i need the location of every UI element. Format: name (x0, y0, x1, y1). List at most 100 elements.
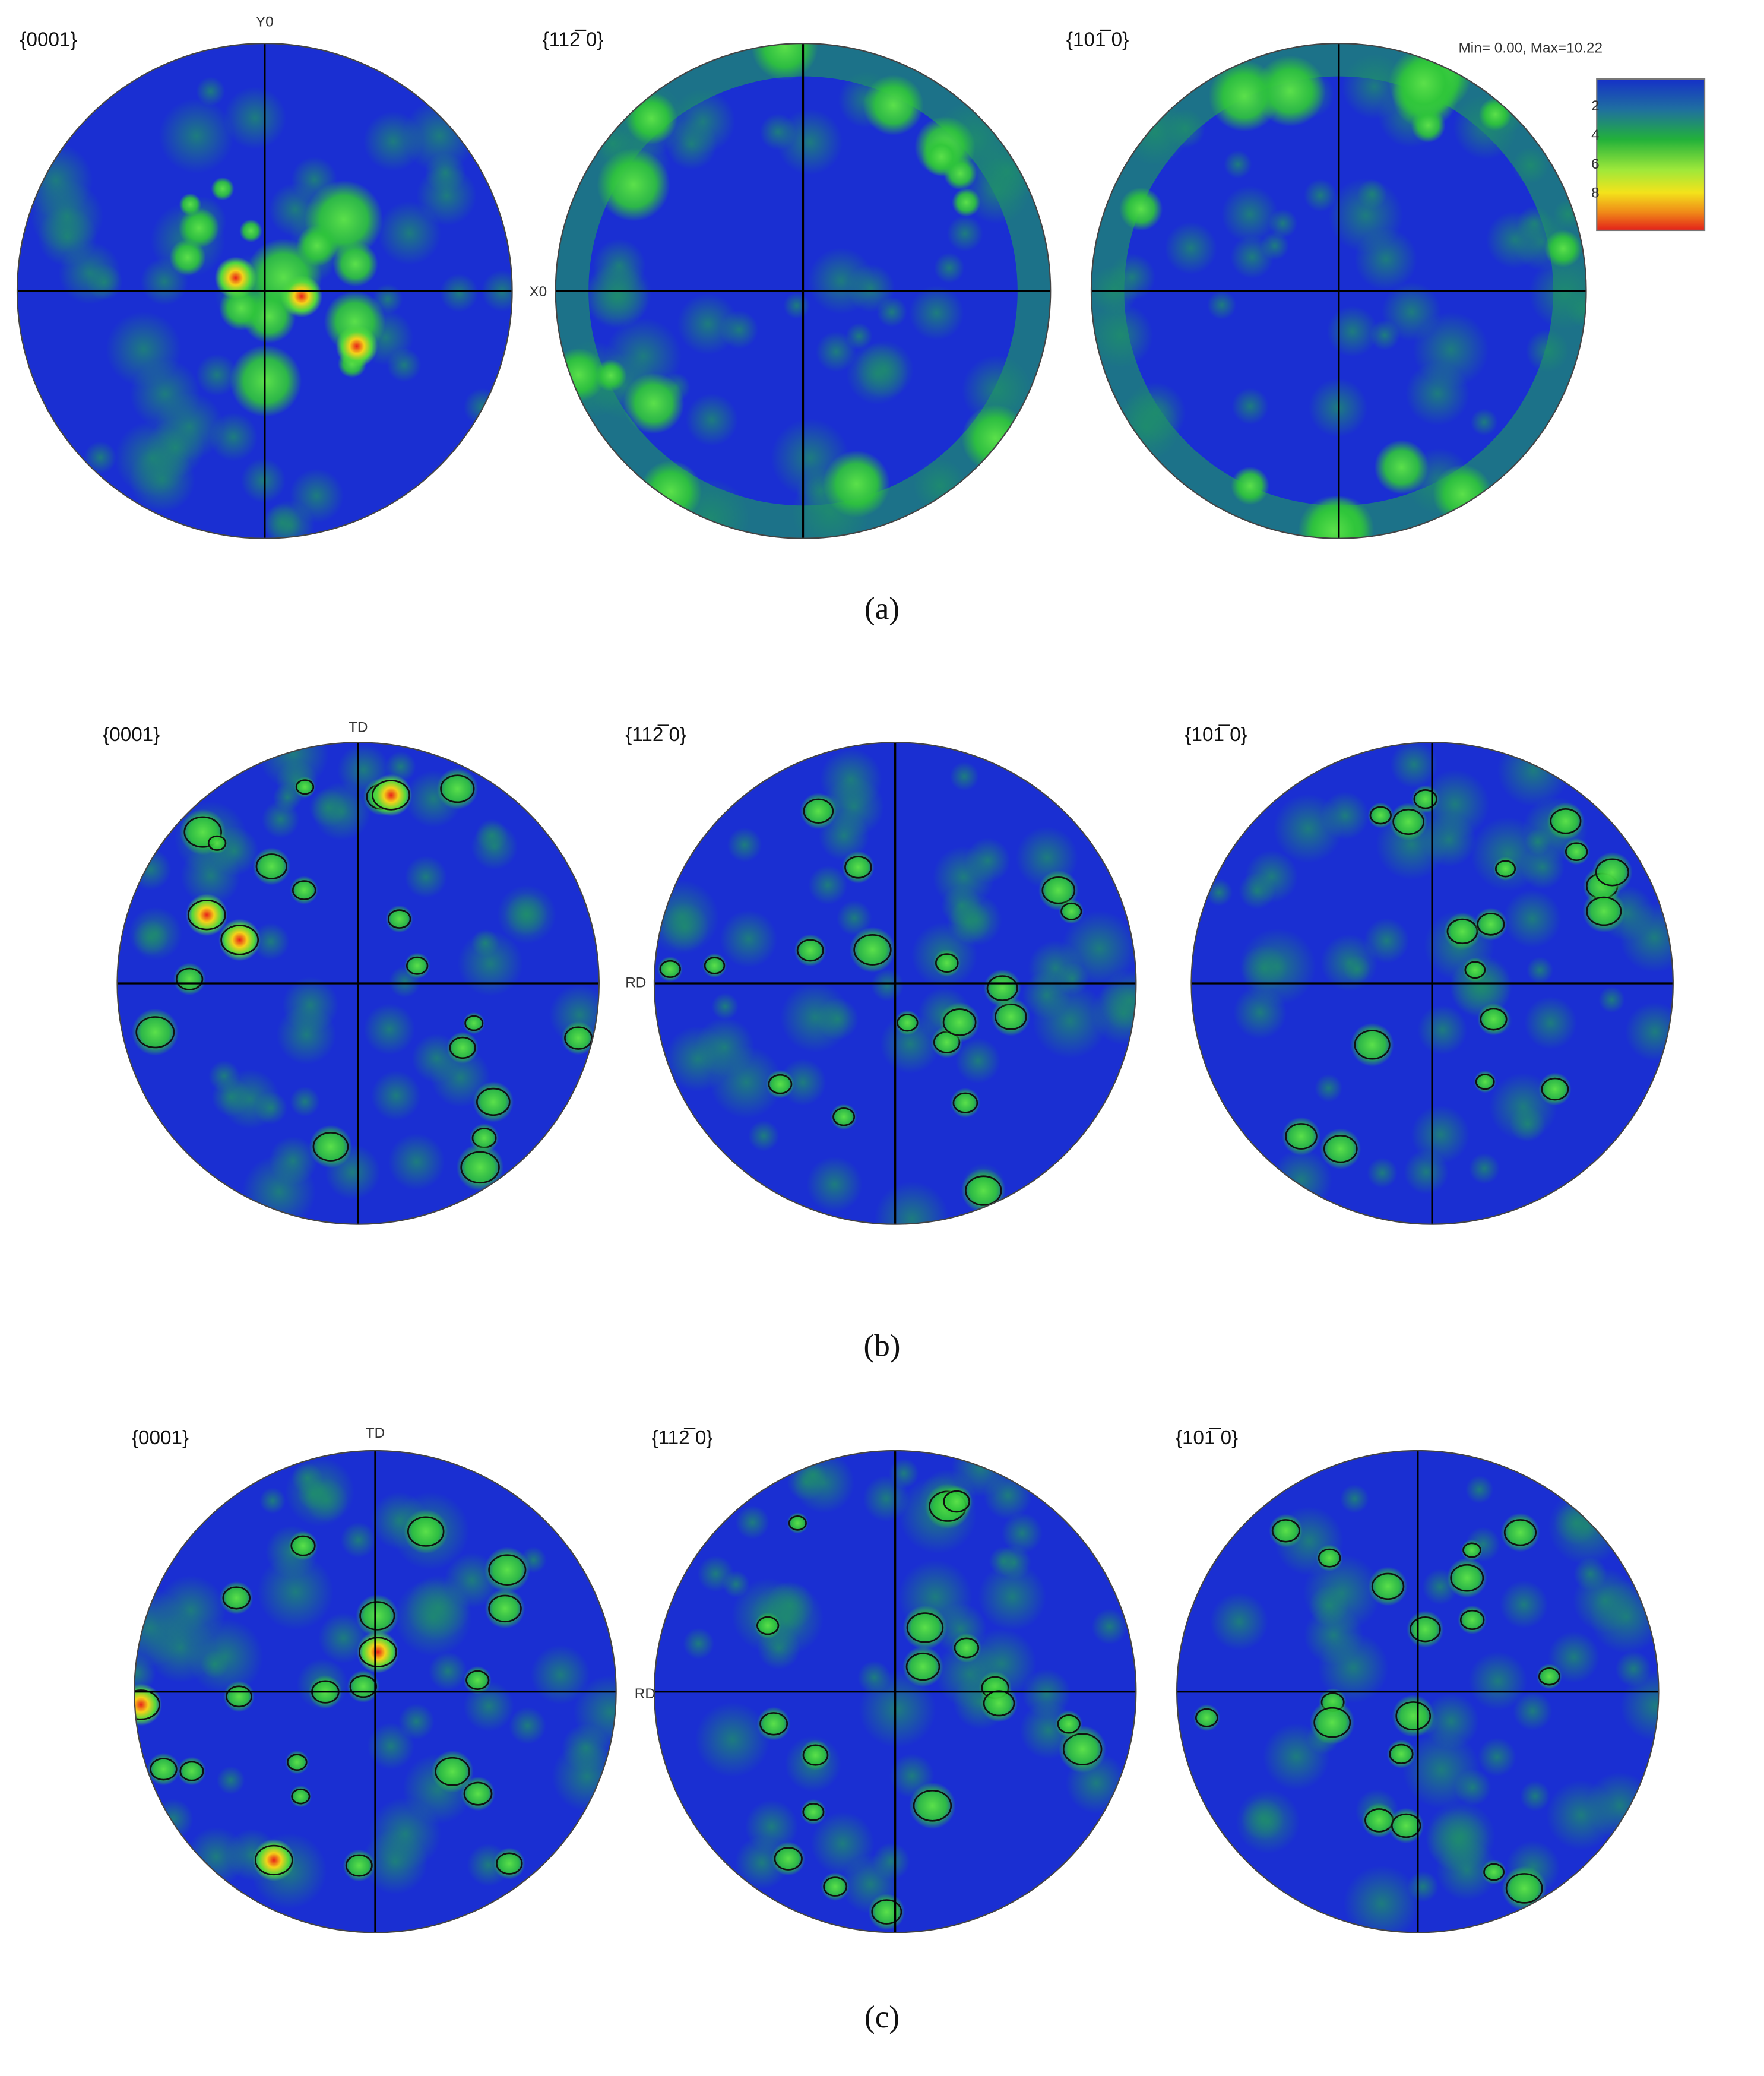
intensity-haze (387, 347, 422, 382)
intensity-spot (1443, 913, 1481, 950)
intensity-haze (654, 880, 719, 955)
intensity-haze (808, 865, 848, 905)
contour-line (134, 1689, 160, 1720)
intensity-spot (841, 851, 875, 884)
contour-line (1477, 913, 1505, 936)
intensity-haze (340, 1522, 376, 1558)
pole-figure-label: {0001} (20, 29, 77, 51)
intensity-haze (153, 1799, 194, 1840)
intensity-haze (428, 1651, 468, 1691)
intensity-haze (292, 1462, 324, 1494)
intensity-spot (169, 239, 206, 276)
pole-outline (1090, 43, 1587, 539)
contour-line (292, 880, 316, 900)
intensity-peak (185, 894, 228, 936)
intensity-haze (949, 761, 979, 791)
intensity-haze (195, 354, 238, 396)
pole-figure-label: {101̅ 0} (1176, 1427, 1238, 1449)
contour-line (952, 1092, 978, 1113)
contour-line (759, 1712, 788, 1736)
pole-outline (134, 1450, 617, 1933)
pole-figure (654, 742, 1136, 1224)
pole-figure-label: {112̅ 0} (543, 29, 604, 51)
intensity-spot (961, 404, 1029, 472)
intensity-spot (594, 359, 627, 392)
intensity-spot (940, 1485, 973, 1518)
intensity-haze (312, 781, 371, 841)
intensity-spot (1547, 802, 1585, 840)
contour-line (463, 1781, 493, 1806)
contour-line (1595, 858, 1630, 887)
axis-label-top: TD (349, 720, 368, 736)
intensity-spot (220, 1581, 254, 1615)
intensity-spot (173, 963, 206, 996)
contour-line (345, 1854, 373, 1877)
contour-line (1475, 1074, 1495, 1090)
intensity-spot (1478, 97, 1512, 131)
intensity-haze (132, 919, 169, 956)
contour-line (435, 1757, 470, 1786)
intensity-haze (816, 998, 859, 1040)
intensity-peak (370, 774, 413, 817)
contour-line (1271, 1519, 1300, 1543)
intensity-haze (695, 1017, 755, 1078)
contour-line (1550, 808, 1582, 834)
intensity-haze (200, 1650, 229, 1679)
intensity-haze (978, 1562, 1047, 1631)
intensity-haze (1091, 1608, 1128, 1645)
intensity-spot (1538, 1072, 1572, 1106)
intensity-spot (623, 372, 685, 434)
contour-line (135, 1016, 175, 1049)
intensity-haze (695, 1702, 770, 1777)
intensity-spot (1477, 1003, 1510, 1036)
intensity-haze (955, 1038, 1001, 1084)
pole-outline (16, 43, 513, 539)
intensity-spot (1474, 907, 1508, 941)
intensity-spot (436, 768, 479, 810)
contour-line (183, 816, 222, 848)
contour-line (1323, 1134, 1358, 1163)
intensity-spot (252, 847, 290, 885)
intensity-haze (1470, 409, 1498, 436)
intensity-haze (584, 264, 649, 330)
pole-figure (555, 43, 1051, 539)
intensity-haze (1022, 971, 1071, 1020)
intensity-spot (1582, 890, 1626, 933)
intensity-spot (296, 225, 338, 267)
intensity-haze (711, 993, 739, 1020)
intensity-haze (934, 252, 965, 283)
contour-line (226, 1685, 252, 1708)
intensity-haze (815, 331, 857, 372)
intensity-haze (1224, 150, 1252, 179)
intensity-spot (961, 1168, 1006, 1213)
intensity-peak (134, 1683, 162, 1726)
contour-line (1462, 1542, 1481, 1558)
contour-line (1057, 1714, 1081, 1734)
intensity-haze (965, 837, 1011, 884)
intensity-haze (285, 1457, 355, 1527)
intensity-haze (262, 503, 302, 539)
intensity-haze (1615, 1651, 1652, 1687)
intensity-haze (1236, 1789, 1300, 1854)
intensity-haze (290, 1086, 320, 1117)
intensity-haze (1465, 1475, 1494, 1504)
axis-label-top: TD (366, 1425, 385, 1441)
intensity-spot (639, 460, 702, 523)
contour-line (222, 1586, 251, 1610)
intensity-haze (1573, 1557, 1607, 1591)
intensity-haze (261, 800, 300, 838)
contour-line (1459, 1609, 1485, 1631)
contour-line (207, 835, 227, 851)
contour-line (1041, 876, 1076, 904)
intensity-haze (1061, 910, 1136, 987)
intensity-spot (1500, 1512, 1540, 1552)
intensity-spot (849, 926, 896, 973)
intensity-spot (131, 1008, 179, 1056)
contour-line (774, 1847, 803, 1871)
contour-line (965, 1175, 1002, 1206)
intensity-spot (461, 1776, 495, 1811)
pole-figure-label: {0001} (132, 1427, 189, 1449)
contour-line (179, 1761, 204, 1781)
intensity-spot (493, 1847, 525, 1879)
intensity-haze (1509, 1106, 1546, 1143)
